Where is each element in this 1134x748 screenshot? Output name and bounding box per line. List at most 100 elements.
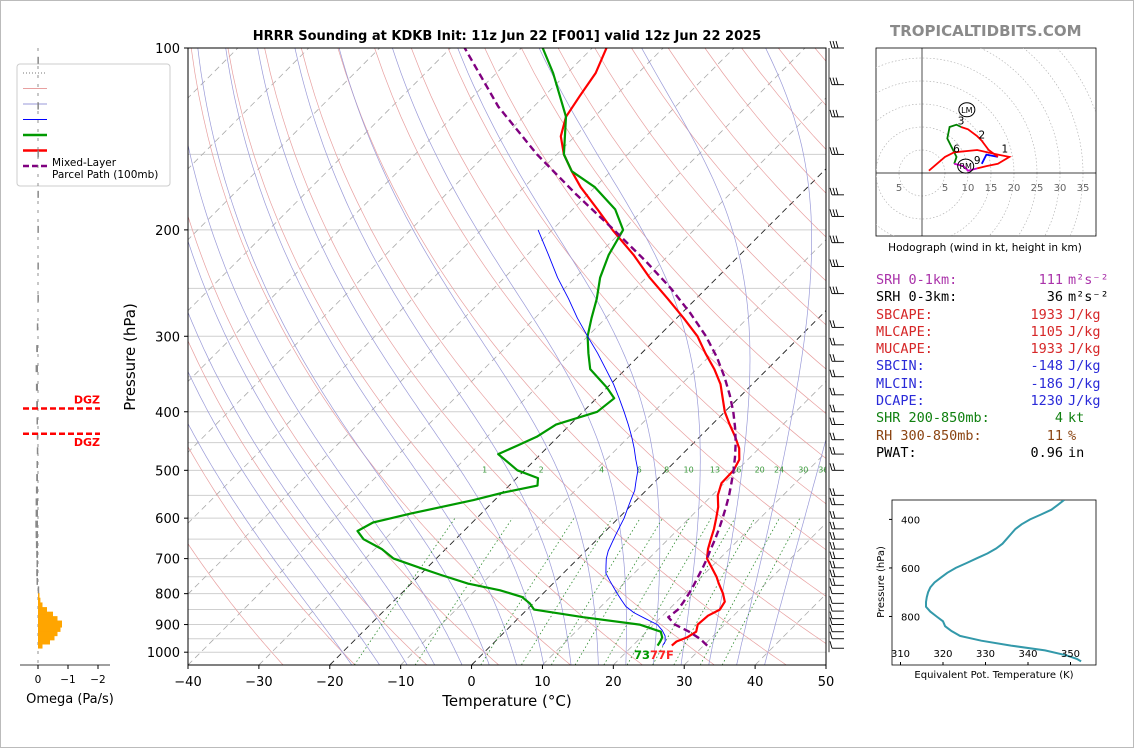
- wind-barb-flag: [832, 560, 836, 568]
- omega-bar: [36, 550, 38, 558]
- omega-bar: [35, 498, 38, 506]
- brand-watermark: TROPICALTIDBITS.COM: [890, 22, 1082, 40]
- mixing-ratio-line: [414, 517, 513, 665]
- wind-barb-flag: [832, 387, 836, 395]
- theta-e-x-tick-label: 330: [976, 649, 995, 660]
- omega-bar: [36, 417, 38, 425]
- mixing-ratio-line: [353, 517, 456, 665]
- surface-temperature-label: 77F: [650, 648, 674, 662]
- hodograph-ring-label: 15: [985, 183, 998, 194]
- wind-barb-flag: [829, 497, 833, 505]
- hodograph-caption: Hodograph (wind in kt, height in km): [888, 242, 1082, 254]
- omega-bar: [38, 633, 55, 641]
- stat-label: SHR 200-850mb:: [876, 410, 990, 427]
- omega-bar: [38, 616, 58, 624]
- dry-adiabat: [374, 48, 826, 597]
- mixing-ratio-label: 16: [731, 466, 741, 475]
- dry-adiabat: [190, 48, 571, 665]
- pseudoadiabat: [188, 422, 353, 665]
- isotherm-line: [188, 48, 735, 595]
- omega-bar: [38, 624, 61, 632]
- omega-bar: [37, 190, 39, 198]
- omega-panel: 0 −1 −2 DGZ DGZ: [20, 48, 110, 686]
- wind-barb-flag: [829, 551, 833, 559]
- wind-barbs: [829, 40, 844, 649]
- dry-adiabat: [188, 446, 356, 665]
- series-temperature: [559, 48, 741, 647]
- storm-motion-marker: [958, 102, 976, 118]
- wind-barb-flag: [829, 586, 833, 594]
- wind-barb-flag: [832, 417, 836, 425]
- x-tick-label: −10: [387, 675, 414, 690]
- wind-barb-flag: [829, 259, 833, 267]
- storm-motion-label: LM: [961, 106, 972, 115]
- y-tick-label: 400: [155, 406, 180, 421]
- hodograph-ring-label: 10: [962, 183, 975, 194]
- stat-value: -186: [1030, 375, 1063, 392]
- theta-e-x-label: Equivalent Pot. Temperature (K): [914, 670, 1073, 681]
- stat-unit: J/kg: [1068, 341, 1101, 358]
- wind-barb-flag: [829, 432, 833, 440]
- omega-bar: [36, 345, 38, 353]
- wind-barb-flag: [829, 387, 833, 395]
- dry-adiabat: [484, 48, 826, 459]
- omega-tick-label: −1: [60, 674, 75, 686]
- stat-unit: J/kg: [1068, 375, 1101, 392]
- mixing-ratio-label: 6: [637, 466, 642, 475]
- hodograph-ring-label: 25: [1031, 183, 1044, 194]
- omega-bar: [38, 597, 41, 605]
- main-plot-frame: [187, 47, 827, 666]
- stat-label: SBCIN:: [876, 358, 925, 375]
- pseudoadiabat: [197, 48, 490, 665]
- dry-adiabat: [557, 48, 826, 370]
- dgz-label: DGZ: [74, 436, 100, 449]
- hodograph-height-label: 3: [958, 116, 965, 128]
- theta-e-x-tick-label: 340: [1018, 649, 1037, 660]
- stat-label: DCAPE:: [876, 393, 925, 410]
- surface-dewpoint-label: 73: [634, 648, 650, 662]
- mixing-ratio-label: 30: [798, 466, 808, 475]
- storm-motion-label: RM: [959, 162, 972, 171]
- hodograph-frame: [875, 47, 1097, 237]
- wind-barb-flag: [829, 511, 833, 519]
- theta-e-panel: 310 320 330 340 350 400 600 800: [889, 499, 1097, 666]
- wind-barb-flag: [835, 235, 839, 243]
- hodograph-content: 5 5 10 15 20 25 30 35 1 2 3 6 9 LM RM: [876, 48, 1096, 236]
- stat-value: 36: [1046, 289, 1063, 306]
- dgz-label: DGZ: [74, 393, 100, 406]
- mixing-ratio-line: [603, 517, 690, 665]
- omega-bar: [37, 262, 39, 270]
- wind-barb-flag: [829, 532, 833, 540]
- mixing-ratio-label: 1: [482, 466, 487, 475]
- isotherm-line: [613, 451, 826, 665]
- pseudoadiabat: [188, 239, 436, 665]
- wind-barb-flag: [835, 209, 839, 217]
- x-tick-label: 10: [534, 675, 551, 690]
- wind-barb-flag: [829, 631, 833, 639]
- stat-label: MUCAPE:: [876, 341, 933, 358]
- wind-barb-flag: [832, 286, 836, 294]
- wind-barb-flag: [832, 147, 836, 155]
- stat-value: 1105: [1030, 323, 1063, 340]
- wind-barb-flag: [829, 337, 833, 346]
- storm-motion-marker: [957, 158, 975, 174]
- stat-value: 11: [1046, 427, 1063, 444]
- pseudoadiabat: [188, 311, 408, 665]
- pseudoadiabat: [641, 48, 751, 665]
- isotherm-line: [542, 380, 826, 665]
- y-tick-label: 700: [155, 553, 180, 568]
- pseudoadiabat: [392, 48, 627, 665]
- wind-barb-flag: [832, 432, 836, 440]
- omega-tick-label: −2: [90, 674, 105, 686]
- omega-bar: [37, 150, 39, 158]
- pseudoadiabat: [188, 370, 380, 665]
- profile-lines: [356, 48, 741, 647]
- dry-adiabat: [410, 48, 826, 551]
- wind-barb-flag: [832, 320, 836, 328]
- stat-unit: J/kg: [1068, 358, 1101, 375]
- series-mixed-layer-parcel-path-mb: [463, 48, 737, 647]
- omega-bar: [37, 56, 39, 64]
- omega-bar: [37, 225, 39, 233]
- stat-label: MLCIN:: [876, 375, 925, 392]
- wind-barb-flag: [832, 109, 836, 117]
